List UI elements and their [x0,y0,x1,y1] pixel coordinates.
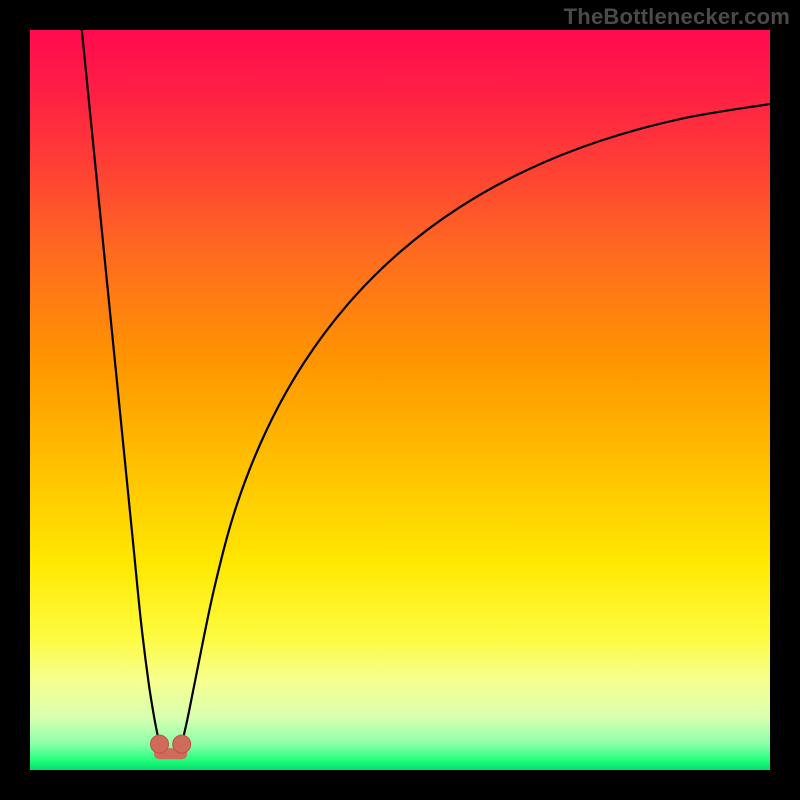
chart-container: TheBottlenecker.com [0,0,800,800]
marker-point-0 [151,735,169,753]
gradient-plot-area [30,30,770,770]
bottleneck-chart [0,0,800,800]
marker-point-1 [173,735,191,753]
watermark-text: TheBottlenecker.com [564,4,790,30]
